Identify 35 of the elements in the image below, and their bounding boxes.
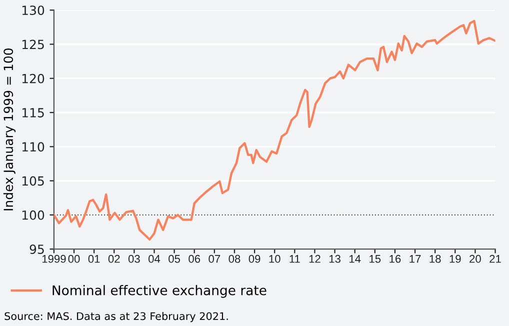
x-tick-label: 04 — [148, 254, 160, 263]
x-tick-label: 18 — [430, 254, 441, 263]
x-tick-label: 05 — [168, 254, 180, 263]
y-tick-label: 95 — [30, 244, 44, 254]
x-tick-label: 19 — [450, 254, 461, 263]
source-note: Source: MAS. Data as at 23 February 2021. — [4, 312, 228, 322]
x-tick-label: 03 — [128, 254, 140, 263]
line-series — [54, 20, 496, 241]
y-tick-label: 120 — [22, 74, 44, 84]
x-tick-label: 1999 — [42, 254, 66, 263]
x-tick-label: 13 — [329, 254, 340, 263]
x-tick-label: 01 — [88, 254, 100, 263]
legend-label: Nominal effective exchange rate — [52, 285, 266, 298]
y-tick-label: 115 — [22, 108, 44, 118]
x-tick-label: 07 — [208, 254, 220, 263]
x-tick-label: 06 — [188, 254, 200, 263]
x-tick-label: 00 — [68, 254, 80, 263]
y-tick-label: 105 — [22, 176, 44, 186]
x-tick-label: 15 — [370, 255, 381, 263]
x-tick-label: 14 — [350, 255, 361, 263]
x-tick-label: 09 — [248, 254, 260, 263]
y-axis-title: Index January 1999 = 100 — [3, 48, 16, 210]
x-tick-label: 12 — [309, 254, 320, 263]
y-tick-label: 130 — [22, 6, 44, 16]
x-tick-label: 11 — [290, 255, 300, 263]
x-tick-label: 10 — [269, 254, 280, 263]
y-tick-label: 110 — [22, 142, 44, 152]
x-tick-label: 17 — [410, 255, 421, 263]
x-tick-label: 20 — [470, 254, 481, 263]
y-tick-label: 125 — [22, 40, 44, 50]
x-tick-label: 21 — [490, 254, 501, 263]
y-tick-label: 100 — [22, 210, 44, 220]
x-tick-label: 16 — [390, 254, 401, 263]
x-tick-label: 08 — [228, 254, 240, 263]
x-tick-label: 02 — [108, 254, 120, 263]
